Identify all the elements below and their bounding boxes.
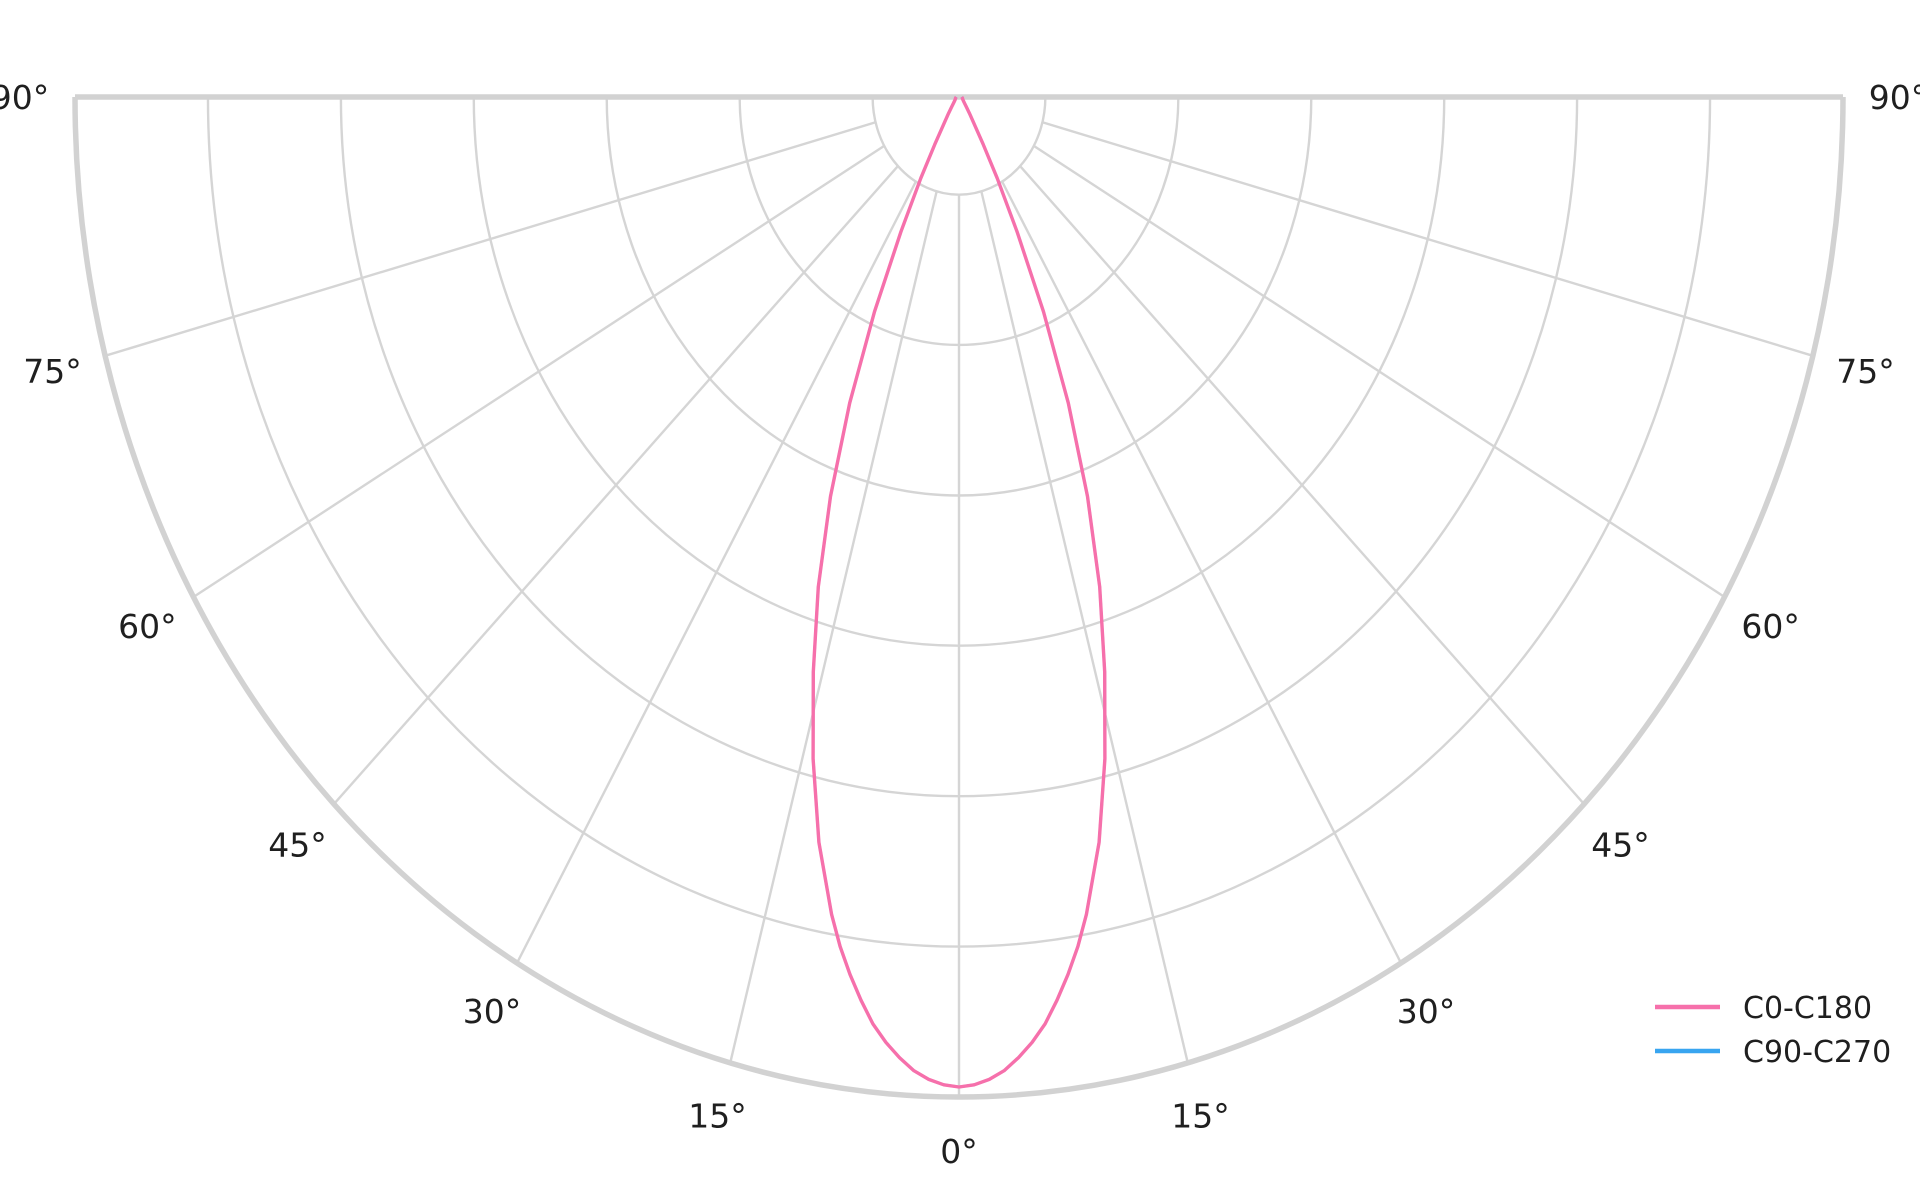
polar-grid: [72, 96, 1846, 1100]
grid-radial-line--75deg: [104, 121, 876, 357]
grid-radial-line--15deg: [729, 191, 938, 1064]
grid-radial-line-15deg: [980, 191, 1189, 1064]
angle-label--15deg: 15°: [688, 1096, 747, 1135]
grid-radial-line-30deg: [1001, 181, 1403, 964]
grid-radial-line-60deg: [1033, 144, 1726, 599]
legend-item: C0-C180: [1655, 991, 1872, 1026]
angle-label-45deg: 45°: [1591, 825, 1650, 864]
legend-label: C0-C180: [1743, 991, 1872, 1026]
curve-c0-c180: [811, 96, 1107, 1089]
legend: C0-C180 C90-C270: [1655, 991, 1891, 1070]
angle-labels: 90° 75° 60° 45° 30° 15° 0° 15° 30° 45° 60° 75° 90°: [0, 78, 1920, 1171]
spine-outer-arc: [72, 96, 1846, 1100]
legend-item: C90-C270: [1655, 1035, 1891, 1070]
grid-inner-hole-arc: [871, 96, 1047, 196]
angle-label-60deg: 60°: [1741, 607, 1800, 646]
grid-radial-line-45deg: [1019, 165, 1585, 805]
grid-radial-line-75deg: [1042, 121, 1814, 357]
curves: [811, 96, 1107, 1089]
grid-radial-line--45deg: [333, 165, 899, 805]
angle-label--45deg: 45°: [268, 825, 327, 864]
angle-label--60deg: 60°: [118, 607, 177, 646]
legend-label: C90-C270: [1743, 1035, 1891, 1070]
angle-label-15deg: 15°: [1171, 1096, 1230, 1135]
grid-radial-line--60deg: [192, 144, 885, 599]
angle-label-0deg: 0°: [940, 1132, 978, 1171]
angle-label-75deg: 75°: [1836, 352, 1895, 391]
grid-radial-line--30deg: [515, 181, 917, 964]
angle-label--30deg: 30°: [463, 992, 522, 1031]
angle-label--90deg: 90°: [0, 78, 49, 117]
angle-label-30deg: 30°: [1397, 992, 1456, 1031]
angle-label--75deg: 75°: [23, 352, 82, 391]
angle-label-90deg: 90°: [1869, 78, 1920, 117]
